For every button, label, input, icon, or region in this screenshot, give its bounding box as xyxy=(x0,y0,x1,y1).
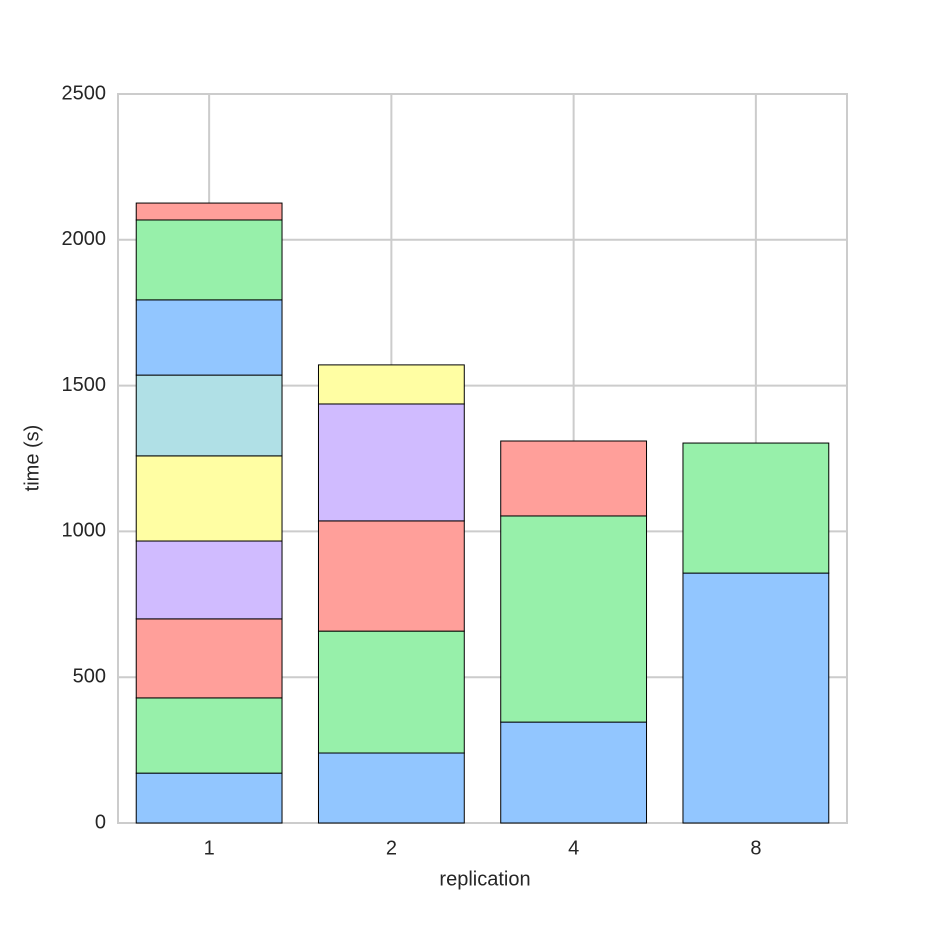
bar-segment xyxy=(317,364,465,405)
x-tick-label: 8 xyxy=(750,837,761,859)
bar-segment xyxy=(317,752,465,824)
bar-segment xyxy=(135,618,283,699)
bar-segment xyxy=(135,219,283,301)
bar-segment xyxy=(682,442,830,574)
bar-segment xyxy=(135,772,283,824)
bar-segment xyxy=(317,403,465,522)
bar-segment xyxy=(317,630,465,754)
x-tick-label: 1 xyxy=(204,837,215,859)
bar-segment xyxy=(135,540,283,620)
y-tick-label: 0 xyxy=(95,811,106,833)
bar-segment xyxy=(135,299,283,376)
plot-frame xyxy=(117,93,848,824)
bar-segment xyxy=(500,721,648,824)
y-tick-label: 2000 xyxy=(62,228,107,250)
bar-segment xyxy=(135,697,283,774)
x-tick-label: 2 xyxy=(386,837,397,859)
bar-segment xyxy=(500,440,648,517)
y-tick-label: 1500 xyxy=(62,374,107,396)
bar-segment xyxy=(135,374,283,457)
y-tick-label: 500 xyxy=(73,665,106,687)
y-tick-label: 2500 xyxy=(62,82,107,104)
bar-segment xyxy=(135,455,283,542)
y-tick-label: 1000 xyxy=(62,520,107,542)
bar-segment xyxy=(135,202,283,221)
x-axis-label: replication xyxy=(439,868,530,890)
bar-segment xyxy=(682,572,830,824)
bar-segment xyxy=(500,515,648,723)
x-tick-label: 4 xyxy=(568,837,579,859)
bar-segment xyxy=(317,520,465,632)
y-axis-label: time (s) xyxy=(21,425,43,492)
